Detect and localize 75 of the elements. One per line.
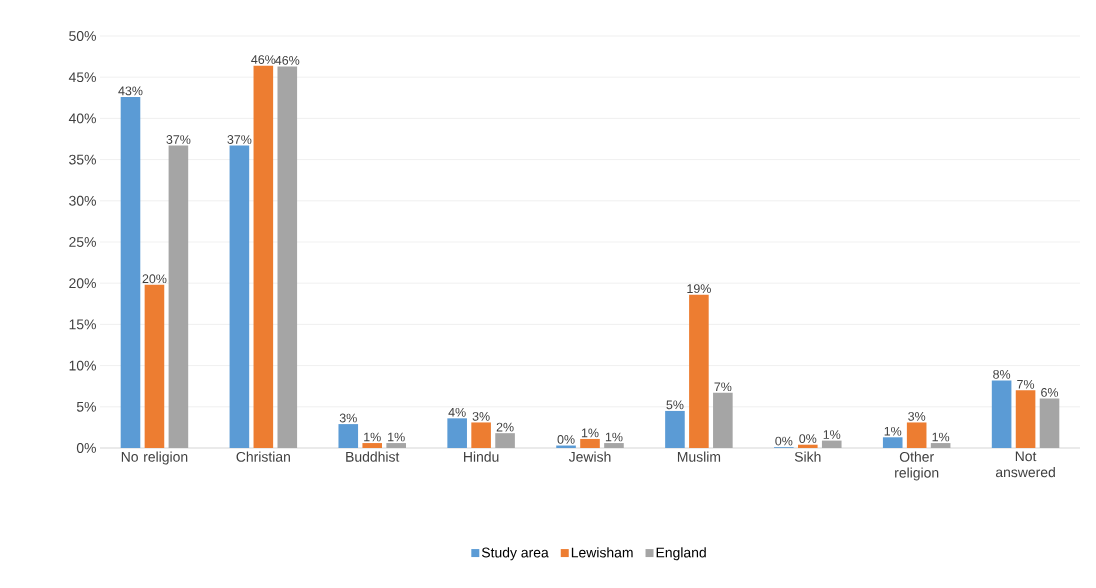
- y-tick-label: 10%: [69, 360, 96, 371]
- bar: [906, 422, 927, 448]
- data-label: 6%: [1041, 388, 1059, 397]
- y-tick-label: 35%: [69, 154, 96, 165]
- data-label: 3%: [908, 411, 926, 421]
- x-tick-label: Christian: [236, 451, 290, 462]
- data-label: 2%: [496, 422, 514, 432]
- data-label: 37%: [166, 135, 191, 144]
- data-label: 5%: [666, 400, 684, 410]
- y-tick-label: 5%: [76, 401, 96, 412]
- x-tick-label: Not answered: [995, 451, 1055, 478]
- data-label: 1%: [364, 432, 381, 442]
- bar: [386, 443, 406, 448]
- bar: [604, 443, 624, 448]
- legend-label: Lewisham: [571, 547, 633, 558]
- y-tick-label: 40%: [68, 113, 96, 124]
- bar: [797, 444, 818, 448]
- data-label: 3%: [472, 411, 490, 421]
- bar: [253, 65, 274, 448]
- data-label: 46%: [275, 55, 300, 65]
- data-label: 37%: [227, 135, 252, 144]
- y-tick-label: 25%: [69, 237, 96, 247]
- data-label: 0%: [775, 436, 793, 446]
- x-tick-label: Muslim: [677, 451, 721, 462]
- data-label: 7%: [714, 382, 732, 392]
- bar: [120, 96, 141, 448]
- y-tick-label: 20%: [69, 278, 96, 289]
- y-tick-label: 15%: [69, 319, 96, 330]
- bar: [362, 443, 383, 448]
- bar: [144, 284, 165, 448]
- bar: [689, 294, 709, 448]
- y-tick-label: 50%: [69, 31, 96, 41]
- y-tick-label: 45%: [68, 72, 96, 83]
- data-label: 1%: [932, 432, 950, 442]
- bar: [713, 392, 733, 448]
- x-tick-label: Buddhist: [346, 451, 400, 462]
- data-label: 7%: [1017, 379, 1035, 389]
- data-label: 8%: [993, 369, 1011, 379]
- x-tick-label: Sikh: [794, 451, 821, 462]
- data-label: 43%: [118, 86, 143, 96]
- x-tick-label: Hindu: [464, 451, 499, 462]
- data-label: 0%: [799, 434, 817, 444]
- legend-label: Study area: [481, 547, 549, 561]
- data-label: 1%: [581, 428, 599, 438]
- bar: [821, 440, 842, 448]
- bar: [930, 443, 951, 448]
- data-label: 1%: [884, 426, 902, 436]
- bar: [1015, 390, 1036, 448]
- data-label: 3%: [339, 413, 357, 423]
- x-tick-label: Other religion: [895, 451, 939, 481]
- x-tick-label: No religion: [121, 451, 188, 465]
- x-tick-label: Jewish: [568, 451, 611, 462]
- bar: [665, 410, 685, 448]
- bar: [495, 433, 515, 448]
- y-tick-label: 30%: [69, 195, 96, 206]
- bar: [882, 437, 903, 448]
- legend-label: England: [656, 547, 706, 561]
- bar: [447, 418, 467, 448]
- bar: [168, 145, 189, 448]
- bar: [229, 145, 250, 448]
- data-label: 4%: [448, 407, 466, 417]
- data-label: 19%: [687, 284, 711, 294]
- bar: [471, 422, 491, 448]
- bar: [277, 66, 298, 448]
- data-label: 1%: [388, 432, 405, 442]
- bar: [991, 380, 1012, 448]
- bar: [338, 424, 359, 448]
- data-label: 46%: [251, 55, 276, 64]
- y-tick-label: 0%: [76, 443, 96, 453]
- data-label: 0%: [557, 435, 575, 444]
- data-label: 1%: [605, 432, 623, 442]
- bar: [1039, 398, 1060, 448]
- bar: [580, 438, 600, 448]
- data-label: 20%: [142, 274, 167, 284]
- data-label: 1%: [823, 430, 841, 439]
